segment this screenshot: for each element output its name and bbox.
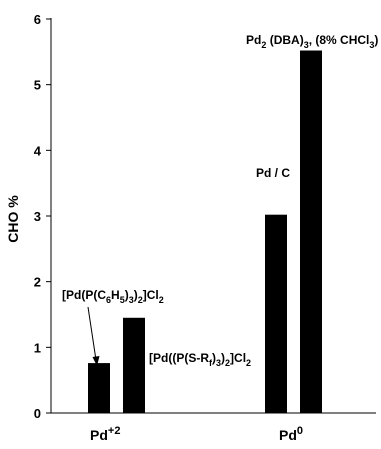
bar-1	[88, 363, 110, 413]
annotation-arrow-line	[87, 306, 97, 361]
bars	[88, 50, 322, 414]
y-tick-label: 1	[34, 340, 41, 355]
group-label-pd-plus2: Pd+2	[90, 425, 120, 443]
y-tick-label: 0	[34, 406, 41, 421]
y-tick-label: 5	[34, 78, 41, 93]
bar-label-pd-pph3: [Pd(P(C6H5)3)2]Cl2	[62, 288, 164, 305]
group-label-pd-0: Pd0	[279, 425, 303, 443]
bar-label-pd-c: Pd / C	[256, 166, 290, 180]
y-axis-label: CHO %	[5, 195, 21, 243]
y-ticks: 0 1 2 3 4 5 6	[34, 12, 51, 421]
y-tick-label: 4	[34, 143, 42, 158]
y-tick-label: 2	[34, 275, 41, 290]
y-tick-label: 3	[34, 209, 41, 224]
bar-3	[265, 214, 287, 413]
bar-label-pd2-dba3: Pd2 (DBA)3, (8% CHCl3)	[246, 33, 378, 50]
y-tick-label: 6	[34, 12, 41, 27]
bar-2	[123, 317, 145, 413]
bar-4	[300, 50, 322, 414]
bar-label-pd-psrf3: [Pd((P(S-Rf)3)2]Cl2	[149, 351, 251, 368]
annotation-arrowhead	[92, 356, 100, 366]
